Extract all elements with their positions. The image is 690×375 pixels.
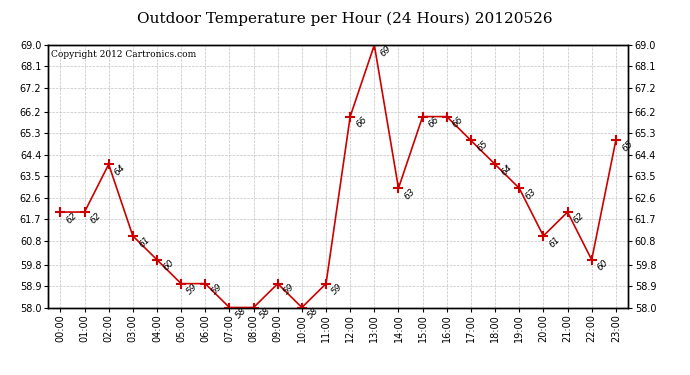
Text: 61: 61 — [137, 234, 152, 249]
Text: 59: 59 — [331, 282, 345, 297]
Text: 58: 58 — [234, 306, 248, 321]
Text: 61: 61 — [548, 234, 562, 249]
Text: 58: 58 — [258, 306, 273, 321]
Text: 62: 62 — [65, 211, 79, 225]
Text: 58: 58 — [306, 306, 321, 321]
Text: 65: 65 — [475, 139, 490, 154]
Text: 63: 63 — [403, 187, 417, 201]
Text: 69: 69 — [379, 44, 393, 58]
Text: 65: 65 — [620, 139, 635, 154]
Text: 62: 62 — [572, 211, 586, 225]
Text: 64: 64 — [113, 163, 128, 177]
Text: 62: 62 — [89, 211, 104, 225]
Text: Outdoor Temperature per Hour (24 Hours) 20120526: Outdoor Temperature per Hour (24 Hours) … — [137, 11, 553, 26]
Text: 66: 66 — [355, 115, 369, 130]
Text: 60: 60 — [596, 258, 611, 273]
Text: 59: 59 — [282, 282, 297, 297]
Text: 66: 66 — [451, 115, 466, 130]
Text: 60: 60 — [161, 258, 176, 273]
Text: 66: 66 — [427, 115, 442, 130]
Text: 63: 63 — [524, 187, 538, 201]
Text: 59: 59 — [210, 282, 224, 297]
Text: 59: 59 — [186, 282, 200, 297]
Text: Copyright 2012 Cartronics.com: Copyright 2012 Cartronics.com — [51, 50, 197, 59]
Text: 64: 64 — [500, 163, 514, 177]
